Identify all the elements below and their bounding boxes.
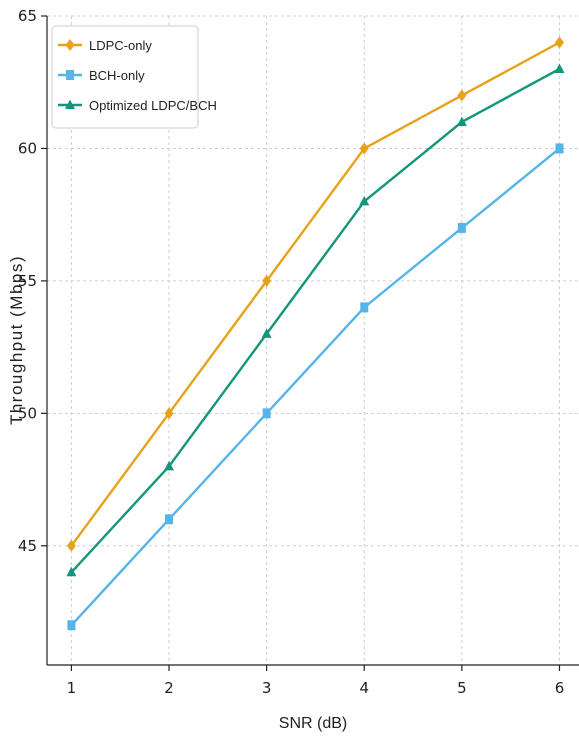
legend-box — [51, 25, 199, 129]
x-tick-label: 2 — [164, 679, 174, 697]
series-line — [70, 67, 561, 574]
data-point — [554, 63, 565, 73]
x-tick-label: 5 — [457, 679, 467, 697]
y-tick-label: 45 — [18, 537, 37, 555]
data-point — [164, 407, 174, 420]
y-tick-label: 60 — [18, 139, 37, 157]
series-2 — [67, 143, 564, 631]
x-tick-label: 4 — [359, 679, 369, 697]
series-1 — [66, 36, 564, 552]
data-point — [457, 222, 466, 233]
series-line — [70, 147, 561, 627]
legend-item: Optimized LDPC/BCH — [58, 98, 217, 113]
data-point — [555, 143, 564, 154]
data-point — [67, 620, 76, 631]
data-point — [66, 566, 77, 577]
y-tick-label: 50 — [18, 404, 37, 422]
x-axis-label: SNR (dB) — [279, 715, 347, 732]
data-point — [66, 539, 76, 552]
series-3 — [66, 63, 565, 577]
legend-marker — [66, 70, 74, 80]
data-point — [359, 142, 369, 155]
data-point — [456, 116, 467, 126]
series-line — [70, 41, 561, 547]
data-point — [262, 274, 272, 287]
legend: LDPC-only BCH-only Optimized LDPC/BCH — [51, 25, 217, 129]
legend-label: LDPC-only — [89, 38, 152, 53]
legend-label: BCH-only — [89, 68, 145, 83]
data-point — [261, 328, 272, 338]
data-point — [164, 460, 175, 471]
legend-label: Optimized LDPC/BCH — [89, 98, 217, 113]
axes — [41, 15, 579, 671]
y-axis-label: Throughput (Mbps) — [7, 255, 26, 425]
data-point — [457, 89, 467, 102]
legend-marker — [65, 99, 75, 109]
y-tick-label: 55 — [18, 272, 37, 290]
y-tick-label: 65 — [18, 7, 37, 25]
data-point — [359, 195, 370, 206]
data-point — [165, 514, 174, 525]
data-point — [360, 302, 369, 313]
x-tick-label: 1 — [67, 679, 77, 697]
x-tick-label: 6 — [555, 679, 565, 697]
legend-item: BCH-only — [58, 68, 145, 83]
series-layer — [66, 36, 565, 631]
x-tick-label: 3 — [262, 679, 272, 697]
legend-item: LDPC-only — [58, 38, 152, 53]
data-point — [554, 36, 564, 49]
data-point — [262, 408, 271, 419]
legend-marker — [65, 39, 75, 51]
